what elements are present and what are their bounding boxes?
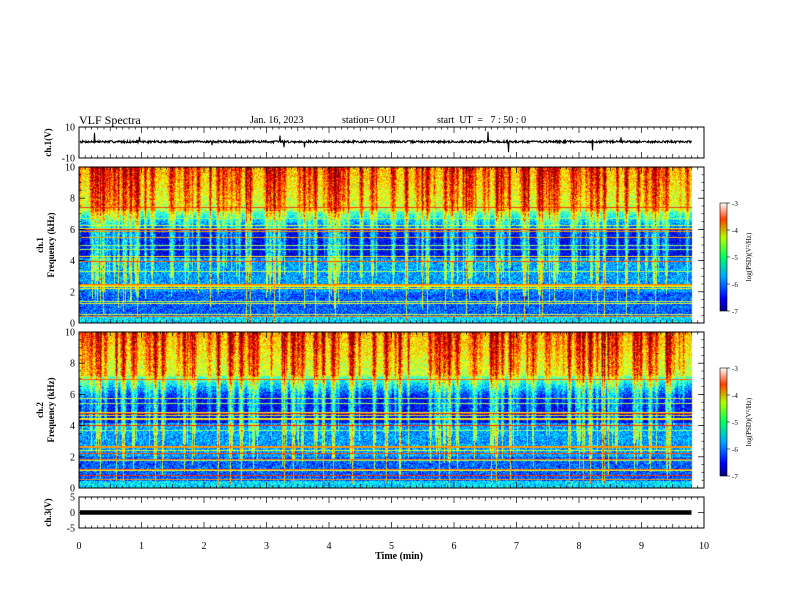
colorbar: [719, 367, 728, 477]
x-tick-label: 4: [327, 541, 332, 552]
y-tick-label: 8: [70, 194, 75, 205]
y-tick-label: 10: [65, 123, 75, 134]
colorbar-tick-label: -7: [732, 473, 738, 481]
frequency-label: Frequency (kHz): [46, 377, 56, 442]
y-tick-label: 10: [65, 163, 75, 174]
y-tick-label: 4: [70, 256, 75, 267]
y-tick-label: 0: [70, 508, 75, 519]
colorbar-tick-label: -5: [732, 254, 738, 262]
x-tick-label: 1: [139, 541, 144, 552]
colorbar-tick-label: -6: [732, 446, 738, 454]
x-tick-label: 5: [389, 541, 394, 552]
x-tick-label: 8: [577, 541, 582, 552]
x-tick-label: 6: [452, 541, 457, 552]
colorbar: [719, 202, 728, 312]
x-tick-label: 2: [202, 541, 207, 552]
colorbar-tick-label: -4: [732, 392, 738, 400]
x-tick-label: 9: [639, 541, 644, 552]
colorbar-tick-label: -6: [732, 281, 738, 289]
ch1-y-label: ch.1(V): [43, 128, 53, 156]
station-label: station= OUJ: [342, 115, 396, 126]
x-tick-label: 3: [264, 541, 269, 552]
colorbar-tick-label: -3: [732, 200, 738, 208]
ch2-spec-label: ch.2: [35, 402, 45, 418]
colorbar-tick-label: -7: [732, 308, 738, 316]
colorbar-label: log(PSD)(V²/Hz): [745, 232, 753, 281]
x-tick-label: 0: [77, 541, 82, 552]
ch1-spec-label: ch.1: [35, 237, 45, 253]
y-tick-label: 8: [70, 359, 75, 370]
y-tick-label: 0: [70, 319, 75, 330]
start-time-label: start UT = 7 : 50 : 0: [437, 115, 527, 126]
frequency-label: Frequency (kHz): [46, 212, 56, 277]
colorbar-tick-label: -3: [732, 365, 738, 373]
y-tick-label: 2: [70, 287, 75, 298]
y-tick-label: 0: [70, 484, 75, 495]
x-tick-label: 7: [514, 541, 519, 552]
y-tick-label: 6: [70, 225, 75, 236]
colorbar-label: log(PSD)(V²/Hz): [745, 397, 753, 446]
y-tick-label: -10: [62, 154, 75, 165]
x-axis-label: Time (min): [375, 551, 423, 562]
ch2-spectrogram: [79, 332, 704, 488]
colorbar-tick-label: -4: [732, 227, 738, 235]
chart-title: VLF Spectra: [79, 113, 141, 127]
colorbar-tick-label: -5: [732, 419, 738, 427]
y-tick-label: 2: [70, 452, 75, 463]
y-tick-label: 5: [70, 493, 75, 504]
x-tick-label: 10: [699, 541, 709, 552]
y-tick-label: 6: [70, 390, 75, 401]
ch1-spectrogram: [79, 167, 704, 323]
y-tick-label: 10: [65, 328, 75, 339]
date-label: Jan. 16, 2023: [250, 115, 304, 126]
ch3-y-label: ch.3(V): [43, 498, 53, 526]
y-tick-label: -5: [67, 524, 75, 535]
y-tick-label: 4: [70, 421, 75, 432]
ch1-waveform-line: [79, 131, 693, 153]
